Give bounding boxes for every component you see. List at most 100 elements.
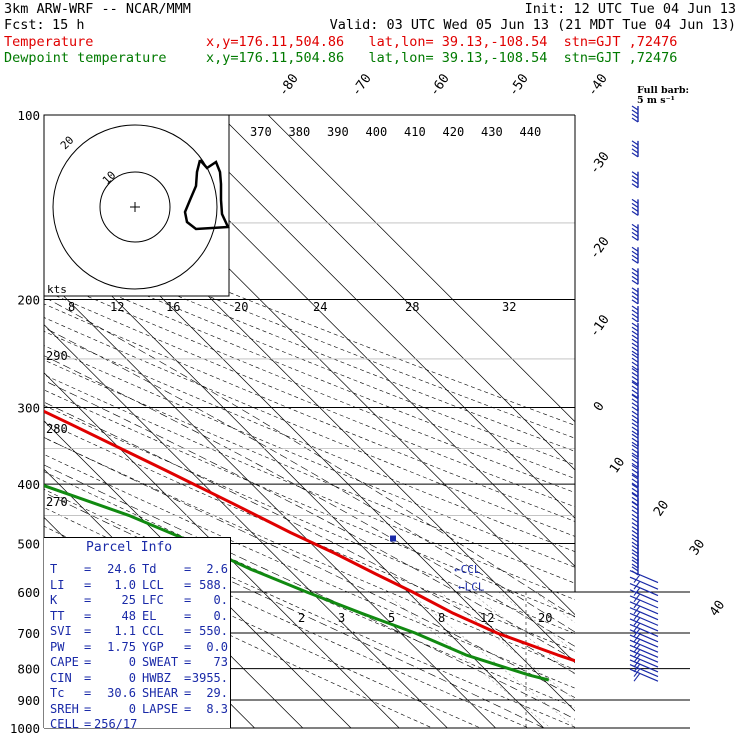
mixing-ratio-top-label: 12 <box>110 300 124 314</box>
parcel-field: 1.75 <box>107 639 136 654</box>
mixing-ratio-bottom-label: 20 <box>538 611 552 625</box>
parcel-field: 8.3 <box>206 701 228 716</box>
pressure-tick-label: 300 <box>17 400 40 415</box>
dewpoint-legend-label: Dewpoint temperature <box>4 50 167 66</box>
theta-label: 440 <box>520 125 542 139</box>
moist-adiabat <box>44 355 575 647</box>
parcel-field: PW <box>50 639 65 654</box>
wind-barb <box>631 105 639 123</box>
parcel-field: 0.0 <box>206 639 228 654</box>
equals-sign: = <box>84 624 92 638</box>
parcel-field: 0 <box>128 655 136 669</box>
parcel-field: EL <box>142 608 157 623</box>
parcel-field: Tc <box>50 686 65 700</box>
isotherm-label: -70 <box>349 71 375 99</box>
isotherm-label: 30 <box>687 537 708 558</box>
parcel-field: 1.0 <box>114 577 136 592</box>
mixing-ratio-top-label: 28 <box>405 300 419 314</box>
pressure-tick-label: 1000 <box>10 721 40 736</box>
dry-adiabat <box>44 421 575 652</box>
isotherm-label: 0 <box>591 399 608 414</box>
theta-label: 430 <box>481 125 503 139</box>
isotherm-line <box>44 324 448 728</box>
lcl-marker: ←LCL <box>458 581 485 594</box>
parcel-field: 73 <box>213 655 228 669</box>
mixing-ratio-line <box>470 591 575 675</box>
mixing-ratio-line <box>535 591 575 624</box>
parcel-field: SVI <box>50 624 72 638</box>
isotherm-label: -10 <box>587 312 613 340</box>
equals-sign: = <box>184 670 192 685</box>
isotherm-label: -80 <box>276 71 302 99</box>
parcel-field: SWEAT <box>142 655 179 669</box>
dry-adiabat <box>44 454 575 689</box>
isotherm-label: 20 <box>651 498 672 519</box>
theta-label: 420 <box>443 125 465 139</box>
parcel-field: YGP <box>142 639 164 654</box>
equals-sign: = <box>84 639 92 654</box>
temperature-legend-label: Temperature <box>4 34 94 50</box>
pressure-tick-label: 600 <box>17 585 40 600</box>
isotherm-label: -20 <box>587 234 613 262</box>
wind-barb <box>631 305 639 323</box>
theta-side-label: 270 <box>46 495 68 509</box>
parcel-field: 588. <box>199 577 228 592</box>
parcel-field: 0. <box>213 608 228 623</box>
isotherm-label: -50 <box>506 71 532 99</box>
isotherm-label: 10 <box>607 455 628 476</box>
equals-sign: = <box>184 562 192 576</box>
equals-sign: = <box>184 593 192 607</box>
wind-legend: Full barb: 5 m s⁻¹ <box>637 86 689 106</box>
parcel-field: 30.6 <box>107 686 136 700</box>
parcel-field: HWBZ <box>142 670 171 685</box>
wind-barb <box>631 338 639 356</box>
parcel-field: 256/17 <box>94 717 138 731</box>
isotherm-line <box>44 372 400 728</box>
wind-barb <box>629 601 659 615</box>
equals-sign: = <box>84 577 92 592</box>
theta-label: 390 <box>327 125 349 139</box>
theta-side-label: 290 <box>46 349 68 363</box>
parcel-field: 0. <box>213 593 228 607</box>
wind-barb <box>631 353 639 371</box>
wind-barb <box>631 267 639 285</box>
parcel-field: TT <box>50 608 65 623</box>
parcel-field: 550. <box>199 624 228 638</box>
equals-sign: = <box>84 717 92 731</box>
dry-adiabat <box>44 359 575 584</box>
mixing-ratio-line <box>383 591 551 728</box>
parcel-field: 29. <box>206 686 228 700</box>
hodograph-ring-20 <box>52 124 218 290</box>
isotherm-label: -60 <box>427 71 453 99</box>
wind-barbs-column <box>629 105 659 682</box>
mixing-ratio-top-label: 8 <box>68 300 75 314</box>
equals-sign: = <box>84 608 92 623</box>
hodograph-unit: kts <box>47 283 67 296</box>
wind-barb <box>631 322 639 340</box>
hodograph-trace <box>183 159 230 231</box>
wind-barb <box>631 140 639 158</box>
valid-time: Valid: 03 UTC Wed 05 Jun 13 (21 MDT Tue … <box>329 17 736 33</box>
isotherm-line <box>219 115 575 471</box>
pressure-tick-label: 400 <box>17 477 40 492</box>
equals-sign: = <box>184 624 192 638</box>
dewpoint-location-info: x,y=176.11,504.86 lat,lon= 39.13,-108.54… <box>206 50 678 66</box>
mixing-ratio-top-label: 32 <box>502 300 516 314</box>
equals-sign: = <box>184 686 192 700</box>
isotherm-line <box>44 227 545 728</box>
wind-barb <box>629 570 659 584</box>
equals-sign: = <box>84 701 92 716</box>
theta-label: 410 <box>404 125 426 139</box>
theta-side-label: 280 <box>46 422 68 436</box>
parcel-field: LAPSE <box>142 701 179 716</box>
parcel-field: LFC <box>142 593 164 607</box>
ccl-marker: ←CCL <box>454 563 481 576</box>
mixing-ratio-top-label: 16 <box>166 300 180 314</box>
parcel-field: K <box>50 593 58 607</box>
pressure-tick-label: 500 <box>17 536 40 551</box>
isotherm-line <box>171 115 575 519</box>
wind-barb <box>629 595 659 609</box>
wind-barb <box>629 668 659 682</box>
wind-barb <box>631 223 639 241</box>
